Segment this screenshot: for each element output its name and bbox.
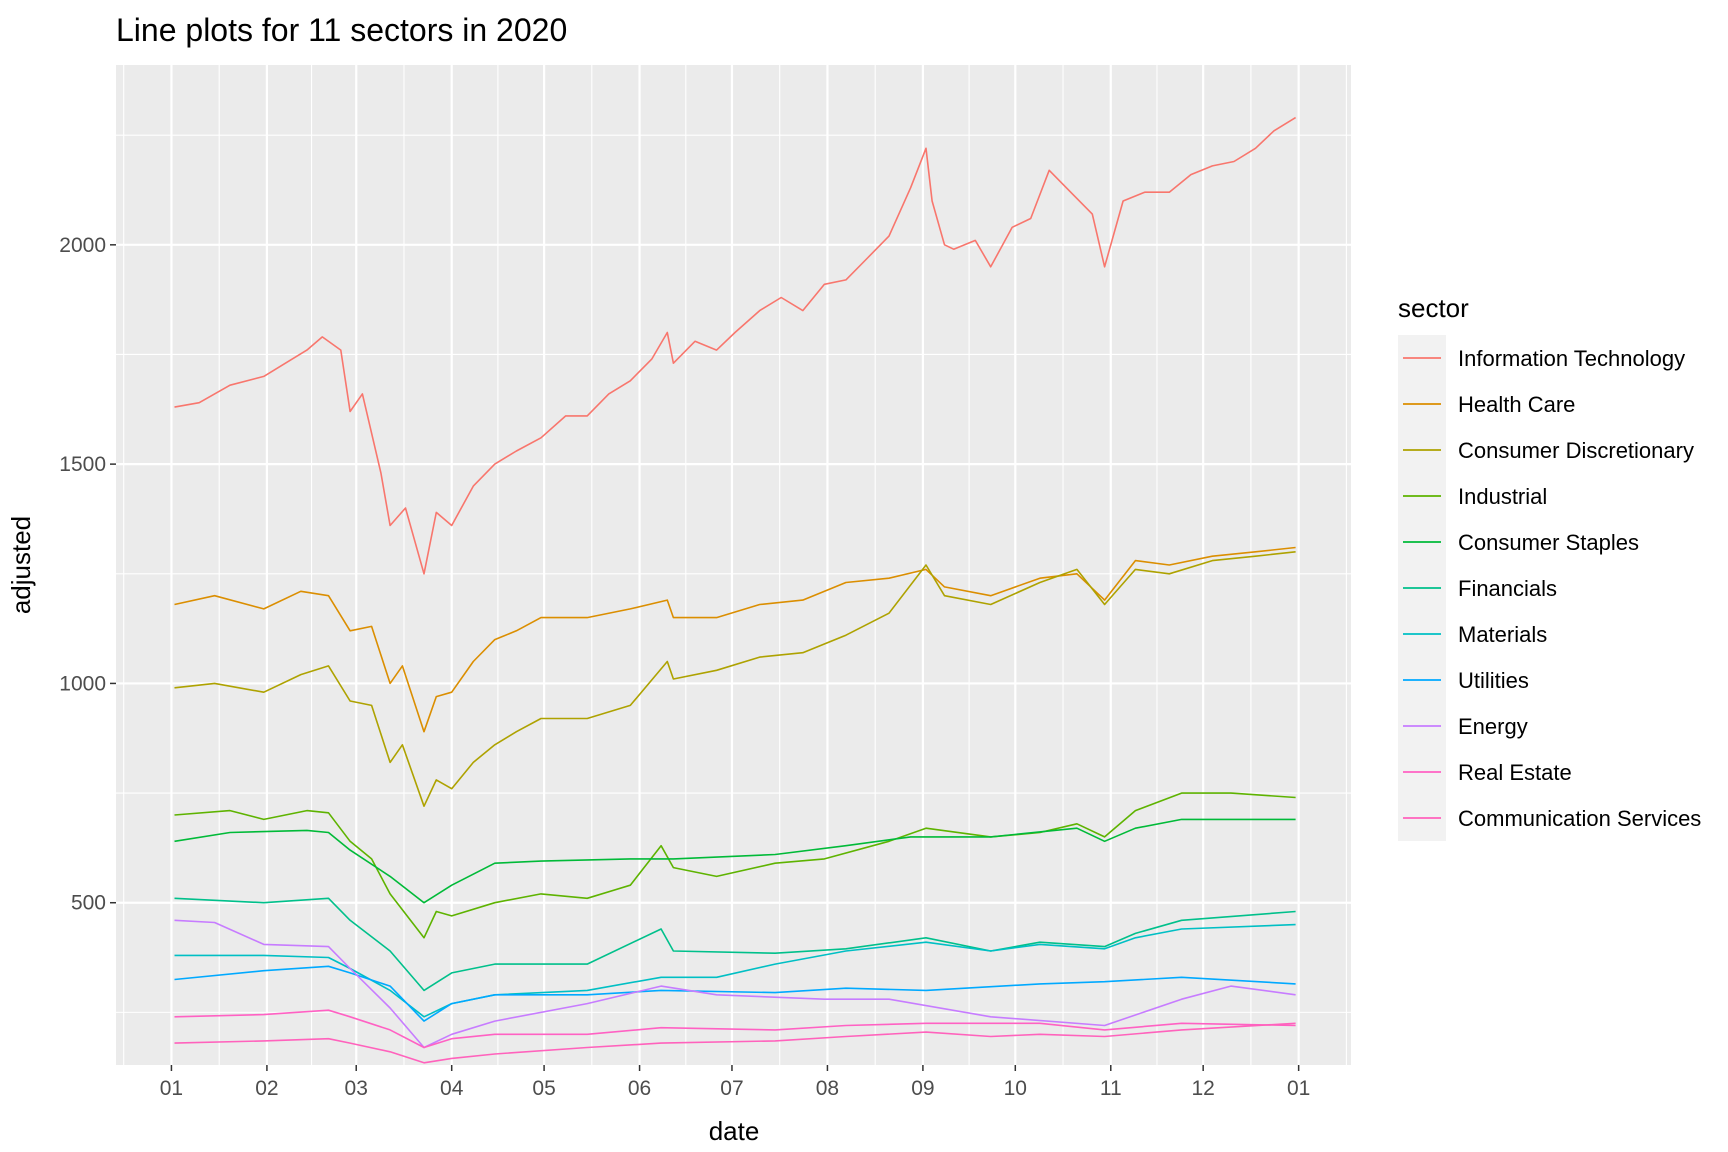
x-axis-title: date (709, 1116, 760, 1146)
y-axis-title: adjusted (6, 516, 36, 614)
series-line-7 (174, 965, 1296, 1022)
legend-title: sector (1398, 293, 1469, 323)
x-tick-label: 10 (1004, 1077, 1027, 1100)
minor-gridlines (116, 65, 1351, 1065)
y-axis-ticks: 500 1000 1500 2000 (59, 234, 116, 915)
chart-title: Line plots for 11 sectors in 2020 (116, 12, 567, 48)
legend-label: Consumer Discretionary (1458, 438, 1694, 463)
series-line-8 (174, 919, 1296, 1049)
x-tick-label: 09 (911, 1077, 934, 1100)
series-line-5 (174, 897, 1296, 992)
series-lines (174, 116, 1297, 1064)
x-tick-label: 12 (1191, 1077, 1214, 1100)
x-tick-label: 01 (1287, 1077, 1310, 1100)
legend-label: Information Technology (1458, 346, 1685, 371)
x-tick-label: 11 (1100, 1077, 1122, 1100)
legend-label: Utilities (1458, 668, 1529, 693)
legend-label: Health Care (1458, 392, 1575, 417)
y-tick-label: 1000 (59, 672, 106, 695)
legend-label: Communication Services (1458, 806, 1701, 831)
x-tick-label: 08 (816, 1077, 839, 1100)
x-tick-label: 03 (345, 1077, 368, 1100)
legend: sector Information Technology Health Care… (1398, 293, 1701, 841)
series-line-3 (174, 792, 1296, 939)
x-tick-label: 02 (255, 1077, 278, 1100)
x-tick-label: 07 (720, 1077, 743, 1100)
x-tick-label: 05 (532, 1077, 555, 1100)
series-line-0 (174, 116, 1297, 575)
y-tick-label: 500 (71, 892, 106, 915)
legend-label: Consumer Staples (1458, 530, 1639, 555)
x-tick-label: 04 (440, 1077, 464, 1100)
series-line-2 (174, 551, 1296, 807)
series-line-1 (174, 546, 1296, 733)
legend-label: Industrial (1458, 484, 1547, 509)
legend-label: Energy (1458, 714, 1528, 739)
legend-label: Materials (1458, 622, 1547, 647)
x-tick-label: 01 (160, 1077, 183, 1100)
major-gridlines (116, 65, 1351, 1065)
series-line-6 (174, 923, 1296, 1018)
y-tick-label: 1500 (59, 453, 106, 476)
y-tick-label: 2000 (59, 234, 106, 257)
legend-label: Financials (1458, 576, 1557, 601)
legend-label: Real Estate (1458, 760, 1572, 785)
x-axis-ticks: 01 02 03 04 05 06 07 08 09 10 11 12 01 (160, 1065, 1310, 1100)
series-line-9 (174, 1009, 1296, 1049)
series-line-10 (174, 1022, 1296, 1064)
series-line-4 (174, 818, 1296, 904)
x-tick-label: 06 (628, 1077, 651, 1100)
